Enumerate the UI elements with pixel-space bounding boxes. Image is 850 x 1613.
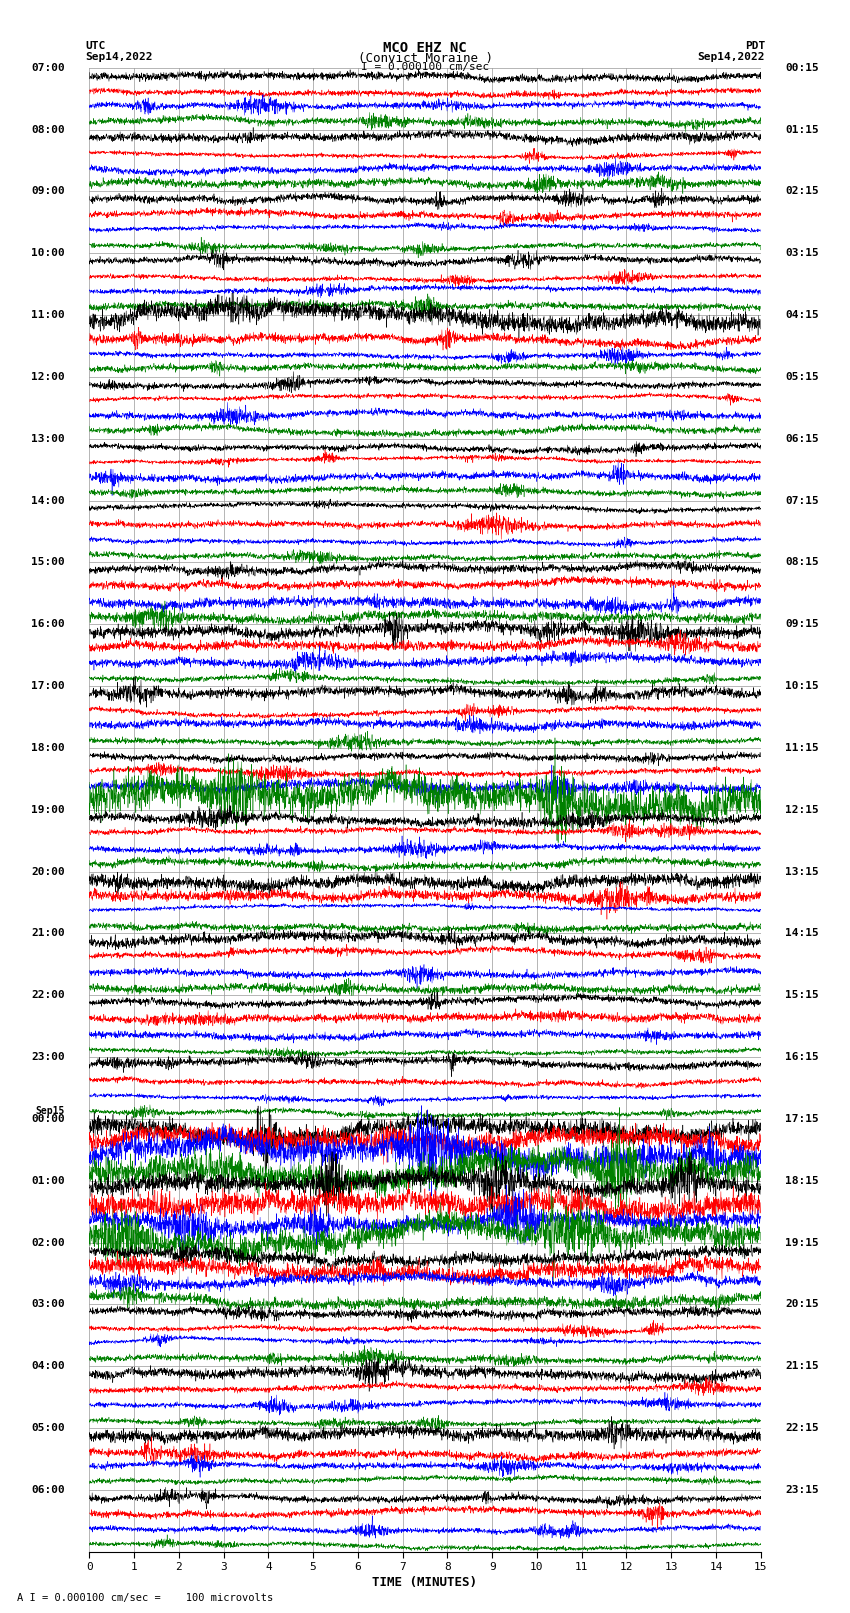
Text: 16:00: 16:00: [31, 619, 65, 629]
Text: 03:15: 03:15: [785, 248, 819, 258]
Text: 15:15: 15:15: [785, 990, 819, 1000]
Text: 14:15: 14:15: [785, 929, 819, 939]
Text: 04:00: 04:00: [31, 1361, 65, 1371]
Text: 00:15: 00:15: [785, 63, 819, 73]
Text: 05:15: 05:15: [785, 373, 819, 382]
Text: 05:00: 05:00: [31, 1423, 65, 1432]
Text: 12:00: 12:00: [31, 373, 65, 382]
Text: 12:15: 12:15: [785, 805, 819, 815]
Text: 15:00: 15:00: [31, 558, 65, 568]
Text: 18:15: 18:15: [785, 1176, 819, 1186]
Text: 14:00: 14:00: [31, 495, 65, 505]
Text: 23:00: 23:00: [31, 1052, 65, 1061]
Text: 13:00: 13:00: [31, 434, 65, 444]
X-axis label: TIME (MINUTES): TIME (MINUTES): [372, 1576, 478, 1589]
Text: 19:00: 19:00: [31, 805, 65, 815]
Text: 16:15: 16:15: [785, 1052, 819, 1061]
Text: 02:00: 02:00: [31, 1237, 65, 1247]
Text: 07:15: 07:15: [785, 495, 819, 505]
Text: 03:00: 03:00: [31, 1300, 65, 1310]
Text: 10:00: 10:00: [31, 248, 65, 258]
Text: 10:15: 10:15: [785, 681, 819, 690]
Text: 17:15: 17:15: [785, 1115, 819, 1124]
Text: 09:00: 09:00: [31, 187, 65, 197]
Text: 01:00: 01:00: [31, 1176, 65, 1186]
Text: 11:00: 11:00: [31, 310, 65, 319]
Text: 06:00: 06:00: [31, 1486, 65, 1495]
Text: 13:15: 13:15: [785, 866, 819, 876]
Text: 17:00: 17:00: [31, 681, 65, 690]
Text: A I = 0.000100 cm/sec =    100 microvolts: A I = 0.000100 cm/sec = 100 microvolts: [17, 1594, 273, 1603]
Text: 02:15: 02:15: [785, 187, 819, 197]
Text: 01:15: 01:15: [785, 124, 819, 134]
Text: I = 0.000100 cm/sec: I = 0.000100 cm/sec: [361, 63, 489, 73]
Text: 18:00: 18:00: [31, 744, 65, 753]
Text: Sep14,2022: Sep14,2022: [85, 52, 152, 61]
Text: 20:00: 20:00: [31, 866, 65, 876]
Text: MCO EHZ NC: MCO EHZ NC: [383, 40, 467, 55]
Text: 00:00: 00:00: [31, 1115, 65, 1124]
Text: 04:15: 04:15: [785, 310, 819, 319]
Text: 06:15: 06:15: [785, 434, 819, 444]
Text: (Convict Moraine ): (Convict Moraine ): [358, 52, 492, 65]
Text: PDT: PDT: [745, 40, 765, 52]
Text: Sep14,2022: Sep14,2022: [698, 52, 765, 61]
Text: 07:00: 07:00: [31, 63, 65, 73]
Text: 08:15: 08:15: [785, 558, 819, 568]
Text: 23:15: 23:15: [785, 1486, 819, 1495]
Text: 08:00: 08:00: [31, 124, 65, 134]
Text: 21:00: 21:00: [31, 929, 65, 939]
Text: 11:15: 11:15: [785, 744, 819, 753]
Text: Sep15: Sep15: [35, 1107, 65, 1116]
Text: 19:15: 19:15: [785, 1237, 819, 1247]
Text: 09:15: 09:15: [785, 619, 819, 629]
Text: 22:15: 22:15: [785, 1423, 819, 1432]
Text: 21:15: 21:15: [785, 1361, 819, 1371]
Text: 22:00: 22:00: [31, 990, 65, 1000]
Text: UTC: UTC: [85, 40, 105, 52]
Text: 20:15: 20:15: [785, 1300, 819, 1310]
